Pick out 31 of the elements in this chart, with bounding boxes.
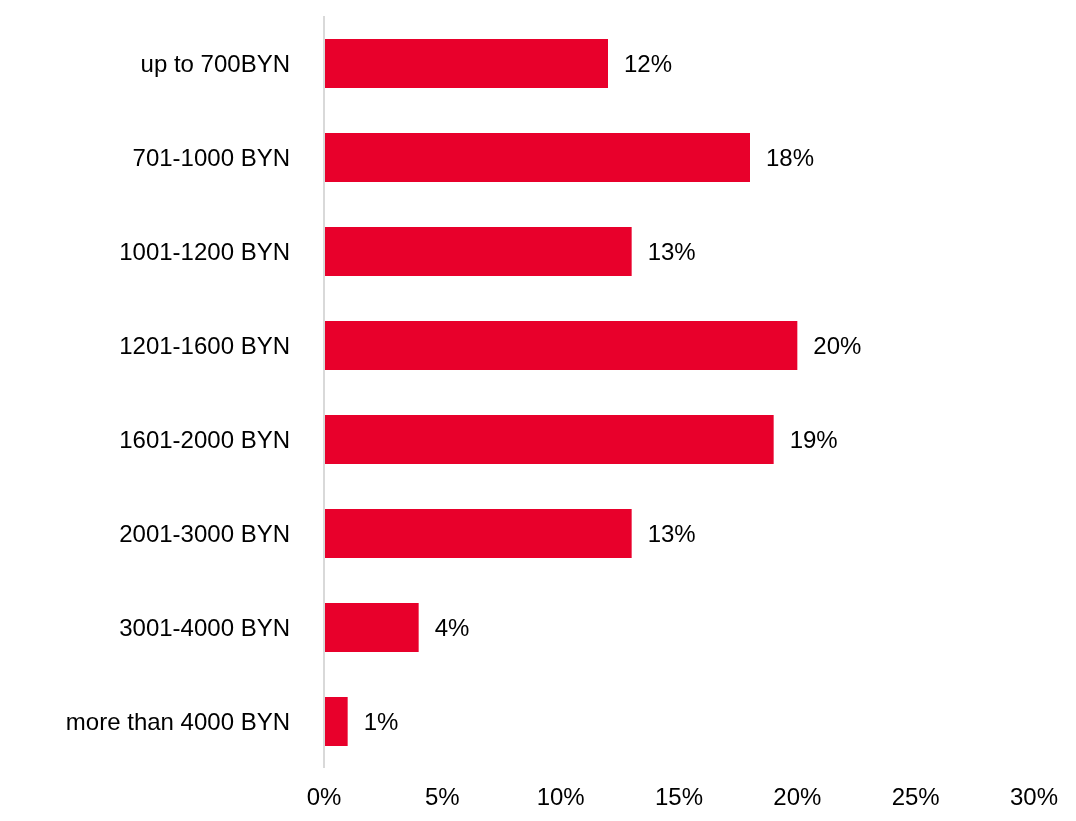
y-tick-label: 701-1000 BYN <box>132 143 290 171</box>
y-tick-label: 1201-1600 BYN <box>119 331 290 359</box>
y-tick-label: 2001-3000 BYN <box>119 519 290 547</box>
data-label: 20% <box>813 332 862 360</box>
data-label: 18% <box>766 144 815 172</box>
data-label: 13% <box>647 520 696 548</box>
x-tick-label: 10% <box>536 783 585 811</box>
y-tick-label: 3001-4000 BYN <box>119 613 290 641</box>
bar <box>324 227 632 276</box>
bar <box>324 321 798 370</box>
bar <box>324 133 750 182</box>
x-tick-label: 20% <box>773 783 822 811</box>
bar <box>324 415 774 464</box>
bar <box>324 39 608 88</box>
x-tick-label: 15% <box>654 783 704 811</box>
data-label: 1% <box>363 708 399 736</box>
y-tick-label: 1001-1200 BYN <box>119 237 290 265</box>
x-tick-label: 30% <box>1009 783 1059 811</box>
data-label: 4% <box>434 614 470 642</box>
bar <box>324 697 348 746</box>
x-tick-label: 25% <box>891 783 940 811</box>
x-tick-label: 0% <box>306 783 342 811</box>
y-tick-label: up to 700BYN <box>140 49 290 77</box>
y-tick-label: more than 4000 BYN <box>65 707 290 735</box>
data-label: 13% <box>647 238 696 266</box>
y-tick-label: 1601-2000 BYN <box>119 425 290 453</box>
bar <box>324 509 632 558</box>
data-label: 12% <box>624 50 673 78</box>
x-tick-label: 5% <box>424 783 460 811</box>
data-label: 19% <box>789 426 838 454</box>
bar <box>324 603 419 652</box>
